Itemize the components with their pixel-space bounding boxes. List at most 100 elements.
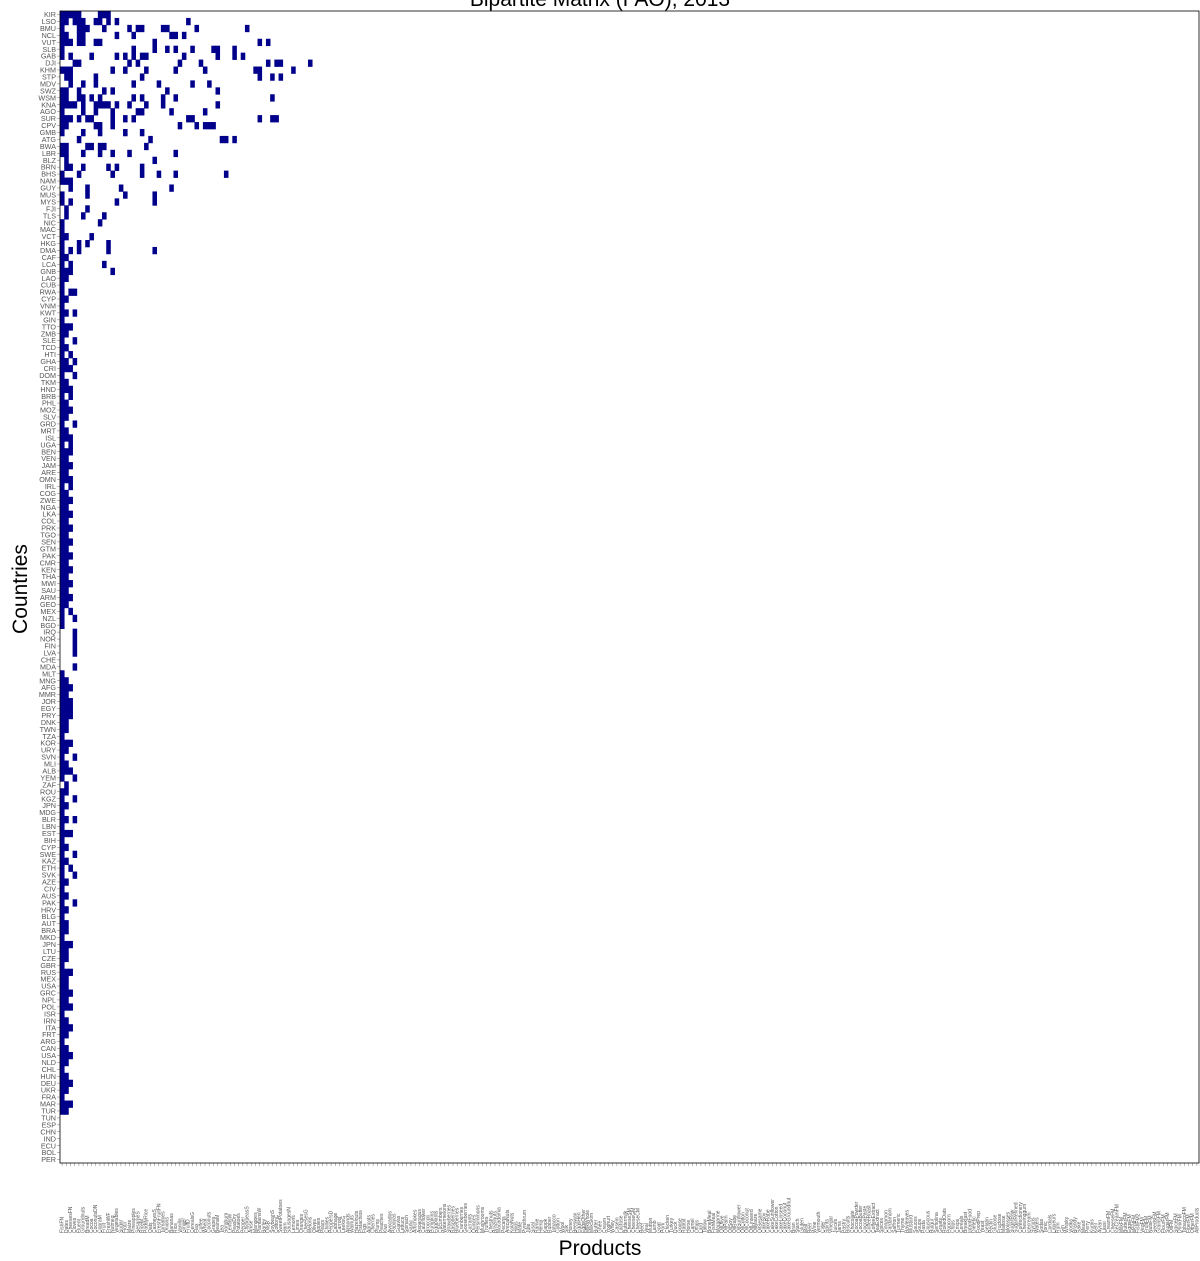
- matrix-cell: [106, 246, 111, 255]
- matrix-cell: [64, 954, 69, 963]
- country-tick-label: CIV: [44, 884, 56, 893]
- country-tick-label: TWN: [40, 725, 56, 734]
- matrix-cell: [110, 66, 115, 74]
- matrix-cell: [64, 448, 69, 456]
- country-tick-label: PER: [41, 1155, 56, 1164]
- country-tick-label: URY: [41, 746, 56, 755]
- matrix-cell: [169, 108, 174, 116]
- matrix-cell: [270, 73, 275, 81]
- matrix-cell: [127, 101, 132, 109]
- country-tick-label: BMU: [40, 24, 56, 33]
- matrix-cell: [60, 142, 65, 151]
- matrix-cell: [81, 17, 86, 26]
- matrix-cell: [64, 524, 69, 532]
- matrix-cell: [76, 115, 82, 123]
- product-tick-label: Thyme: [900, 1218, 906, 1234]
- country-tick-label: NAM: [40, 177, 56, 186]
- matrix-cell: [72, 642, 78, 650]
- product-tick-label: Hazelnuts: [354, 1210, 360, 1233]
- matrix-cell: [93, 122, 99, 130]
- product-tick-label: Pepper: [240, 1217, 246, 1233]
- matrix-cell: [60, 899, 65, 907]
- matrix-cell: [60, 337, 65, 345]
- matrix-cell: [72, 635, 78, 643]
- matrix-cell: [144, 66, 149, 74]
- product-tick-label: Casein: [614, 1217, 620, 1233]
- product-tick-label: IceCreamFM: [1115, 1204, 1121, 1233]
- product-tick-label: Breakfast: [963, 1211, 969, 1233]
- matrix-cell: [60, 503, 65, 512]
- country-tick-label: PRK: [41, 524, 56, 533]
- matrix-cell: [110, 170, 115, 178]
- matrix-cell: [173, 94, 179, 102]
- product-tick-label: EggsFM: [1127, 1214, 1133, 1233]
- country-tick-label: PHL: [42, 399, 56, 408]
- matrix-cell: [97, 142, 103, 151]
- matrix-cell: [60, 399, 65, 407]
- matrix-cell: [60, 385, 65, 394]
- country-tick-label: SEN: [41, 537, 56, 546]
- product-tick-label: OilsB: [266, 1220, 272, 1233]
- matrix-cell: [64, 142, 69, 151]
- product-tick-label: Molasses: [1005, 1211, 1011, 1233]
- product-tick-label: BeansM: [215, 1215, 221, 1233]
- matrix-cell: [68, 260, 73, 269]
- matrix-cell: [85, 184, 90, 192]
- matrix-cell: [68, 1100, 73, 1108]
- matrix-cell: [223, 135, 229, 144]
- product-tick-label: Couscous: [925, 1210, 931, 1233]
- product-tick-label: SugarRefined: [1014, 1202, 1020, 1233]
- product-tick-label: Rabbit: [682, 1218, 688, 1233]
- product-tick-label: SeedsFM: [1152, 1212, 1158, 1233]
- product-tick-label: Pyrethrum: [522, 1210, 528, 1233]
- product-tick-label: Chips: [951, 1220, 957, 1233]
- matrix-cell: [114, 163, 120, 171]
- product-tick-label: PeppersD: [329, 1210, 335, 1233]
- country-tick-label: KWT: [40, 308, 57, 317]
- product-tick-label: Beeswax: [572, 1212, 578, 1233]
- country-tick-label: JAM: [42, 461, 56, 470]
- country-tick-label: CHL: [42, 1065, 56, 1074]
- product-tick-label: Apricots: [366, 1214, 372, 1233]
- product-tick-label: Fluent: [76, 1218, 82, 1233]
- matrix-cell: [60, 462, 65, 470]
- matrix-cell: [160, 24, 166, 33]
- matrix-cell: [114, 17, 120, 26]
- country-tick-label: TUN: [41, 1113, 56, 1122]
- matrix-cell: [194, 122, 200, 130]
- product-tick-label: Beer: [808, 1222, 814, 1233]
- product-tick-label: Wool: [560, 1222, 566, 1233]
- matrix-cell: [72, 649, 78, 657]
- matrix-cell: [60, 240, 65, 248]
- matrix-cell: [240, 52, 246, 60]
- product-tick-label: CakeSoy: [761, 1212, 767, 1233]
- matrix-cell: [148, 135, 153, 144]
- matrix-cell: [139, 108, 145, 116]
- matrix-cell: [64, 704, 69, 713]
- product-tick-label: OilSunflower: [736, 1204, 742, 1233]
- matrix-cell: [68, 1051, 73, 1060]
- product-tick-label: Nutmeg: [110, 1215, 116, 1233]
- product-tick-label: Popcorn: [946, 1214, 952, 1233]
- matrix-cell: [97, 17, 103, 26]
- matrix-cell: [68, 288, 73, 296]
- product-tick-label: FreshWF: [106, 1212, 112, 1233]
- product-tick-label: CocoaPaste: [862, 1206, 868, 1233]
- matrix-cell: [64, 406, 69, 414]
- country-tick-label: STP: [42, 73, 56, 82]
- country-tick-label: KEN: [41, 565, 56, 574]
- country-tick-label: PRY: [41, 711, 56, 720]
- product-tick-label: Peaches: [379, 1213, 385, 1233]
- matrix-cell: [64, 344, 69, 352]
- country-tick-label: USA: [41, 982, 56, 991]
- matrix-cell: [110, 115, 115, 123]
- matrix-cell: [64, 149, 69, 158]
- matrix-cell: [64, 253, 69, 262]
- matrix-cell: [139, 52, 145, 60]
- matrix-cell: [60, 732, 65, 741]
- product-tick-label: Artichokes: [413, 1209, 419, 1233]
- country-tick-label: NOR: [40, 635, 56, 644]
- matrix-cell: [274, 59, 279, 67]
- matrix-cell: [123, 66, 128, 74]
- country-tick-label: CUB: [41, 281, 56, 290]
